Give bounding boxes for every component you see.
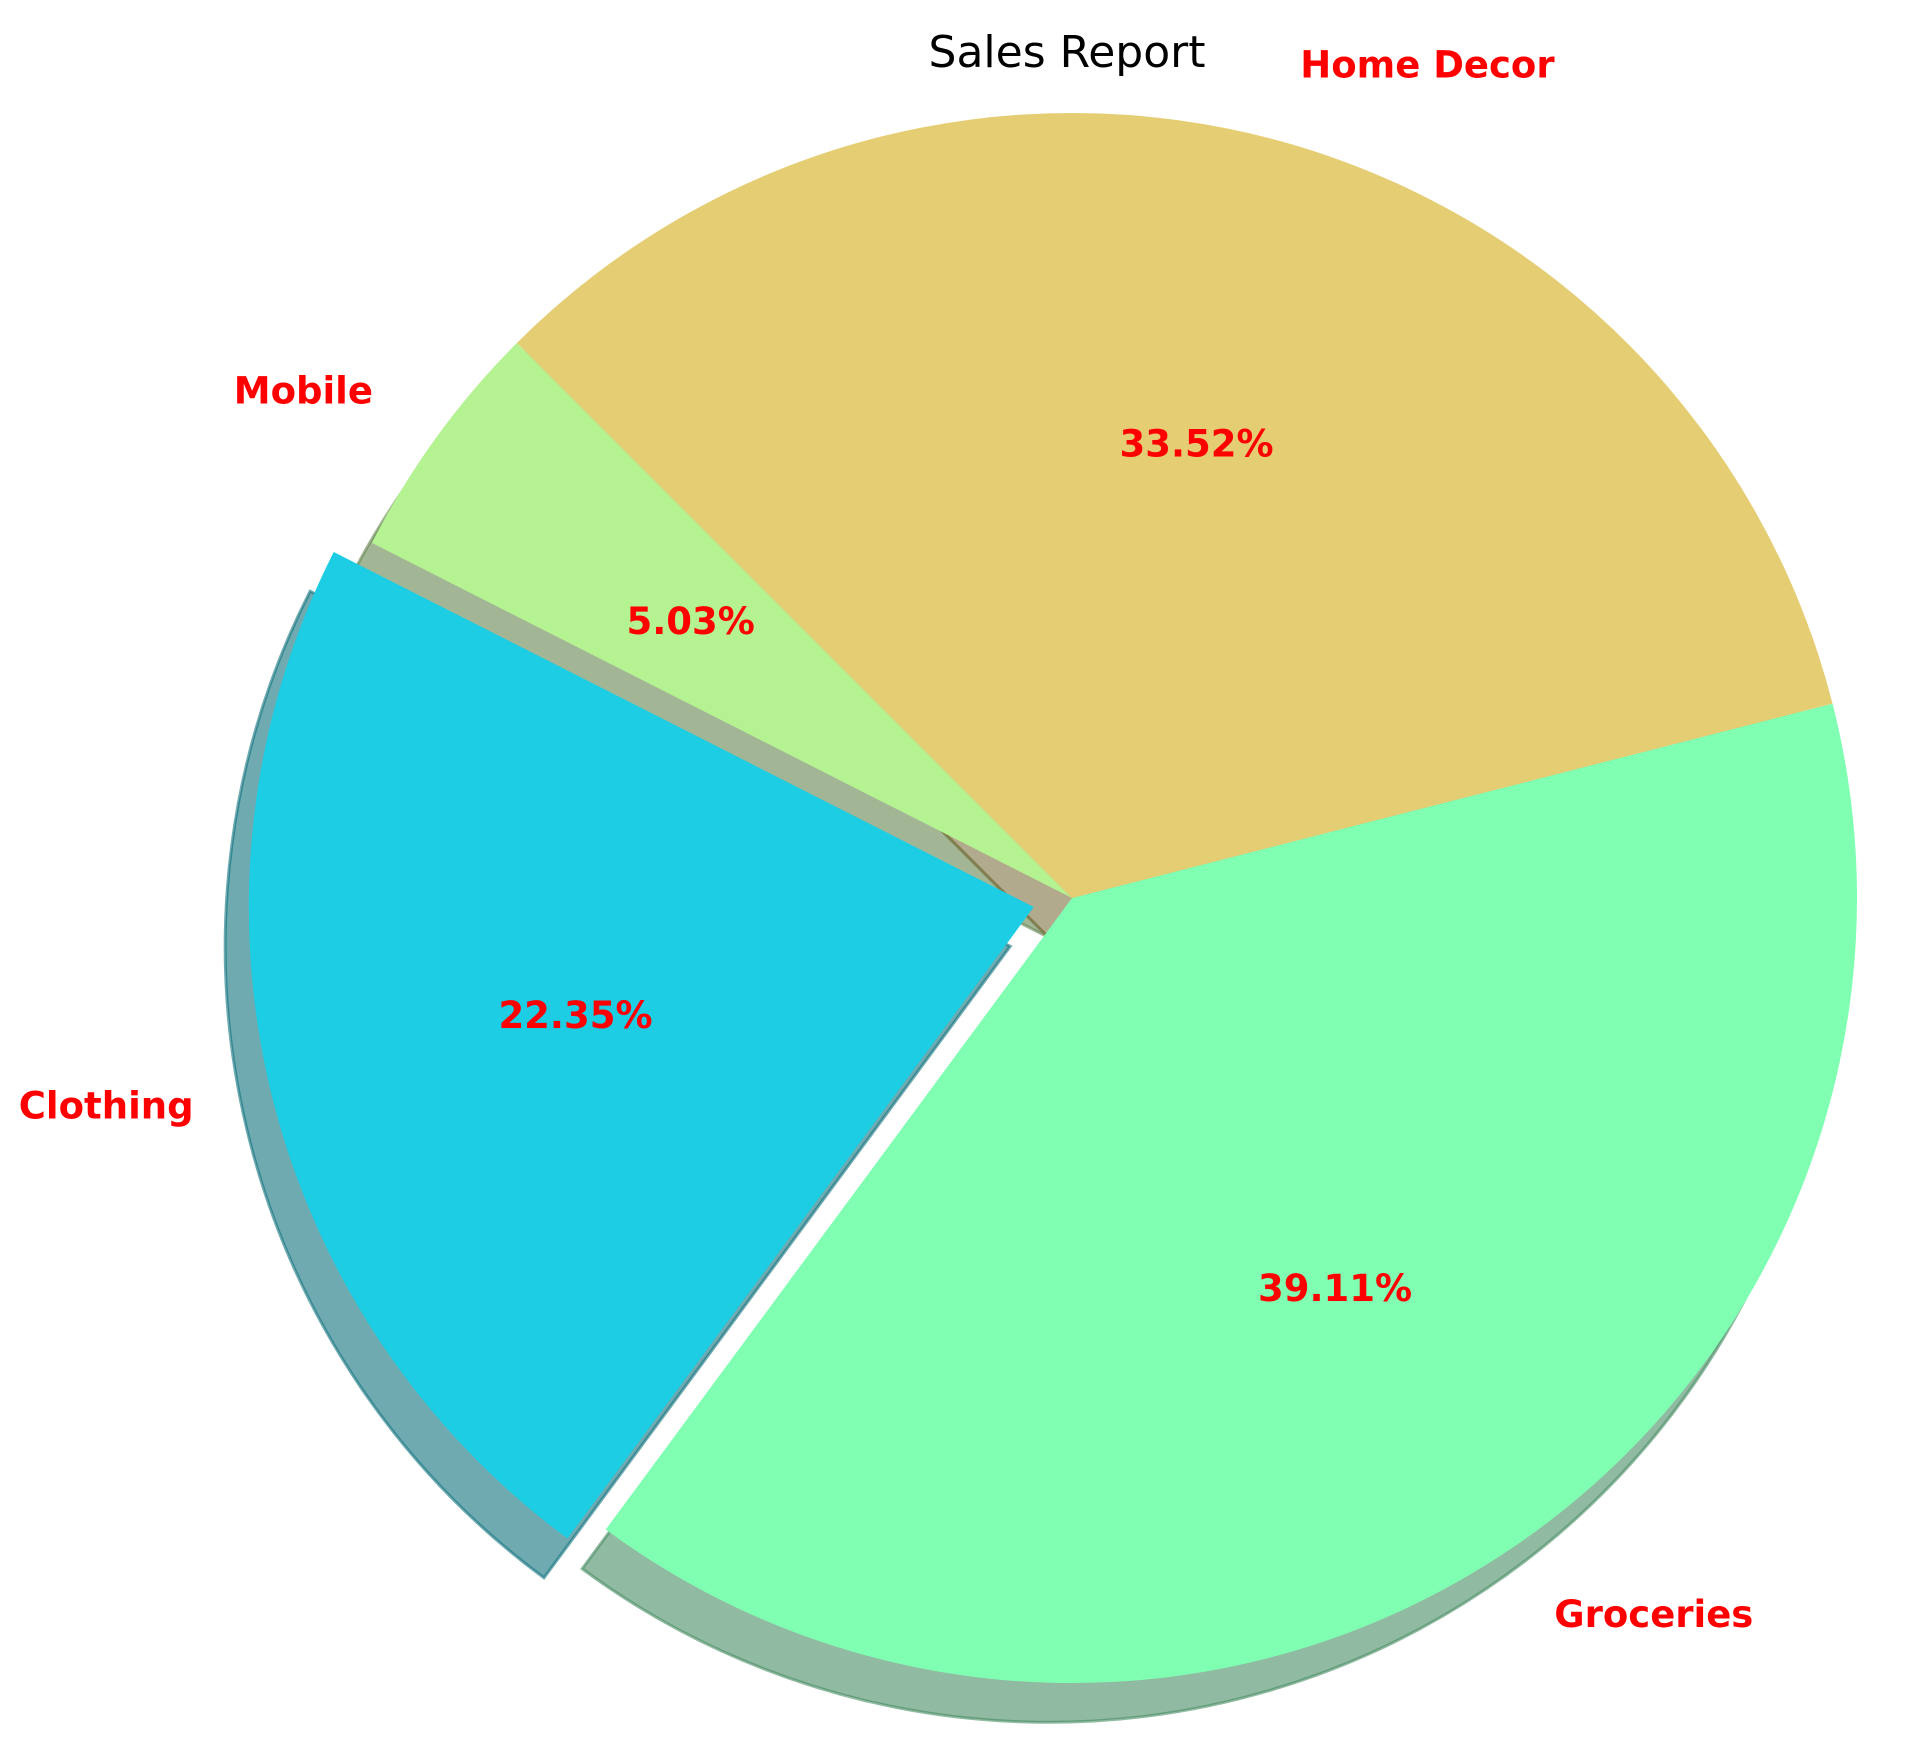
- slice-label-groceries: Groceries: [1554, 1593, 1753, 1636]
- slice-label-mobile: Mobile: [234, 370, 373, 413]
- slice-label-clothing: Clothing: [19, 1085, 194, 1128]
- slice-percent-mobile: 5.03%: [627, 600, 755, 643]
- slice-label-home-decor: Home Decor: [1300, 44, 1555, 87]
- chart-title: Sales Report: [929, 27, 1206, 78]
- slice-percent-home-decor: 33.52%: [1119, 422, 1273, 465]
- slice-percent-groceries: 39.11%: [1258, 1267, 1412, 1310]
- pie-slice-clothing: [248, 551, 1034, 1539]
- pie-slice-mobile: [371, 342, 1072, 899]
- slice-percent-clothing: 22.35%: [498, 994, 652, 1037]
- pie-slice-groceries: [605, 703, 1857, 1684]
- pie-slice-home-decor: [516, 113, 1833, 899]
